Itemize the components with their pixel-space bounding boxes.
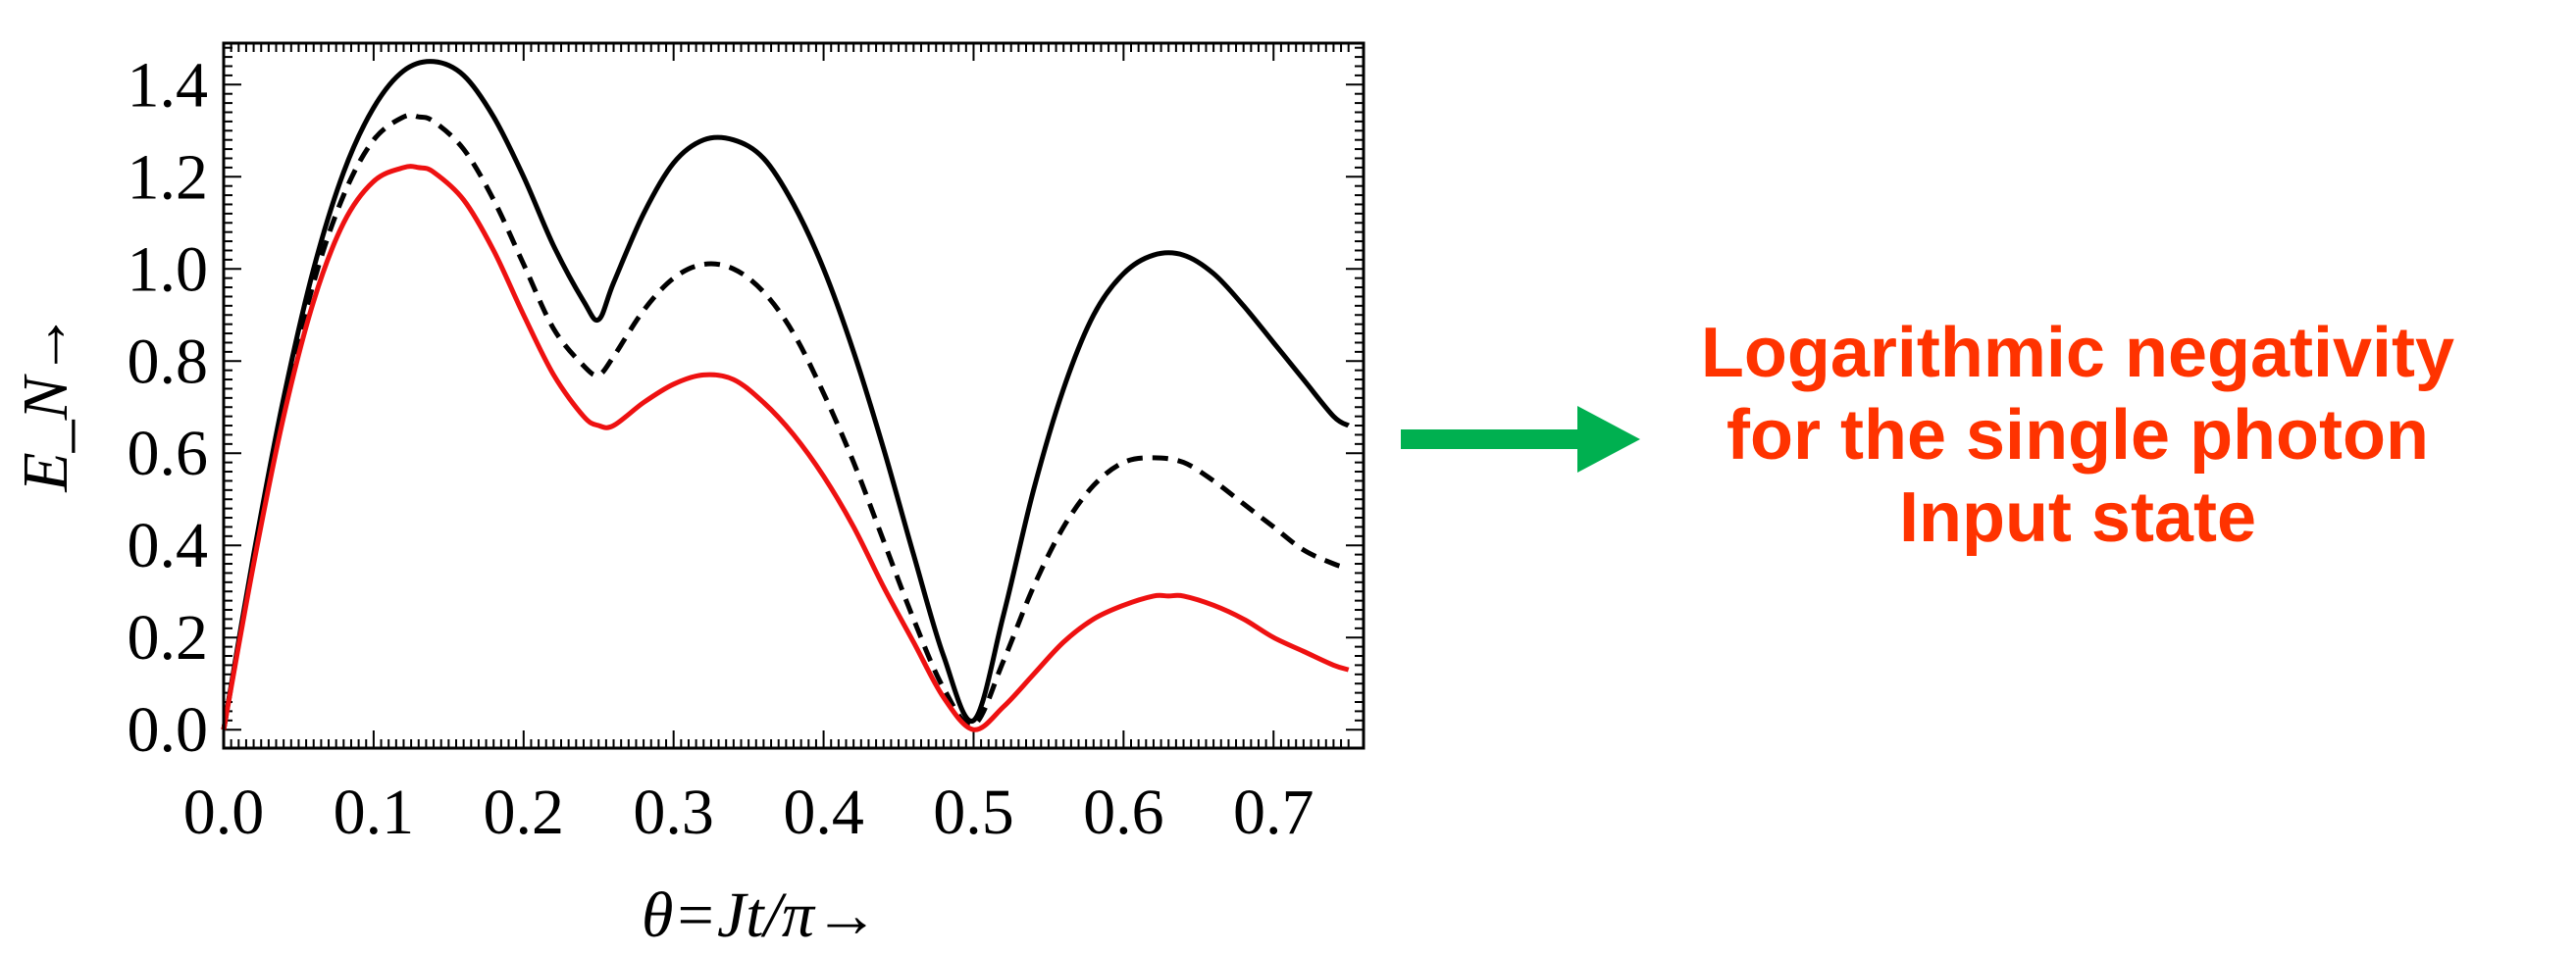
x-tick-label: 0.1 xyxy=(334,777,415,848)
annotation-line-3: Input state xyxy=(1898,478,2256,557)
series-line-3 xyxy=(221,164,1350,732)
y-tick-label: 1.4 xyxy=(128,49,209,121)
y-tick-label: 0.8 xyxy=(128,326,209,397)
tick-labels: 0.0 0.1 0.2 0.3 0.4 0.5 0.6 0.7 0.0 0.2 0.4 0.6 0.8 1… xyxy=(128,49,1314,848)
annotation-line-2: for the single photon xyxy=(1726,396,2429,475)
y-axis-label: E_N→ xyxy=(10,312,81,492)
y-tick-label: 0.6 xyxy=(128,418,209,489)
x-tick-label: 0.5 xyxy=(933,777,1014,848)
axis-ticks xyxy=(223,43,1364,748)
y-tick-label: 0.4 xyxy=(128,510,209,581)
annotation-line-1: Logarithmic negativity xyxy=(1700,314,2455,392)
annotation-text: Logarithmic negativity for the single ph… xyxy=(1579,312,2576,559)
plot-frame xyxy=(222,41,1365,750)
x-tick-label: 0.0 xyxy=(183,777,265,848)
x-tick-label: 0.6 xyxy=(1083,777,1164,848)
chart-series xyxy=(221,59,1350,732)
y-tick-label: 0.0 xyxy=(128,694,209,766)
x-tick-label: 0.4 xyxy=(783,777,864,848)
y-tick-label: 0.2 xyxy=(128,602,209,674)
x-axis-label: θ=Jt/π→ xyxy=(642,879,879,951)
series-line-1 xyxy=(221,59,1350,730)
x-tick-label: 0.7 xyxy=(1233,777,1314,848)
x-tick-label: 0.2 xyxy=(484,777,565,848)
arrow-head xyxy=(1577,406,1640,473)
x-tick-label: 0.3 xyxy=(633,777,714,848)
annotation-arrow xyxy=(1401,406,1640,473)
y-tick-label: 1.2 xyxy=(128,141,209,213)
y-tick-label: 1.0 xyxy=(128,233,209,305)
